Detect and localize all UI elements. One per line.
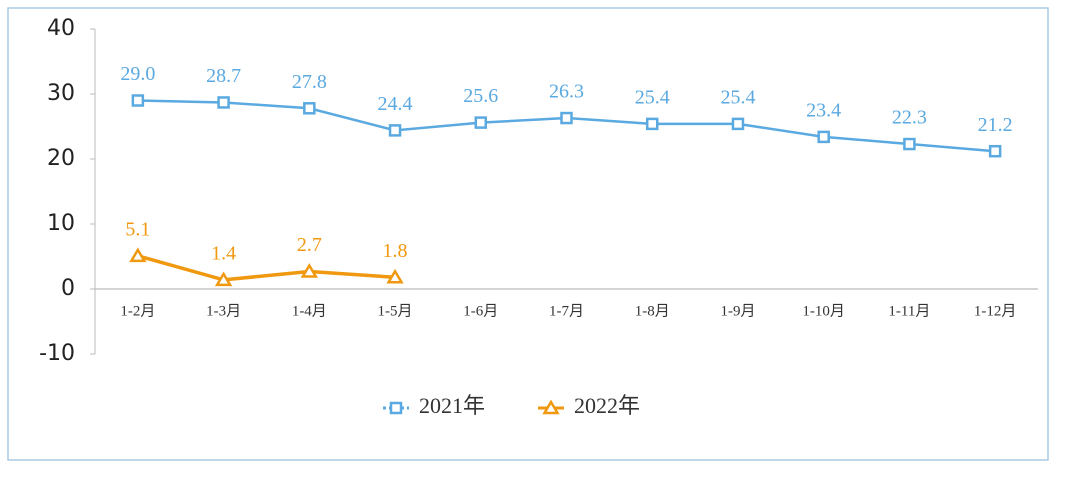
data-label: 21.2 xyxy=(978,114,1013,136)
point-marker xyxy=(645,117,659,131)
x-tick-label: 1-9月 xyxy=(720,303,755,319)
x-tick-label: 1-4月 xyxy=(292,303,327,319)
legend-label: 2022年 xyxy=(574,393,640,418)
x-tick-label: 1-7月 xyxy=(549,303,584,319)
legend-marker xyxy=(542,399,560,415)
x-tick-label: 1-2月 xyxy=(120,303,155,319)
series-line xyxy=(137,254,396,282)
data-label: 24.4 xyxy=(378,93,413,115)
data-label: 2.7 xyxy=(297,234,322,256)
data-label: 23.4 xyxy=(806,99,841,121)
data-label: 26.3 xyxy=(549,81,584,103)
y-tick-label: 10 xyxy=(47,211,75,236)
x-tick-label: 1-3月 xyxy=(206,303,241,319)
point-marker xyxy=(988,144,1002,158)
data-label: 27.8 xyxy=(292,71,327,93)
point-marker xyxy=(300,262,319,278)
legend-marker xyxy=(389,401,403,415)
data-label: 1.8 xyxy=(383,240,408,262)
x-tick-label: 1-8月 xyxy=(635,303,670,319)
point-marker xyxy=(386,268,404,284)
point-marker xyxy=(731,117,745,131)
point-marker xyxy=(131,94,145,107)
data-label: 29.0 xyxy=(120,63,155,85)
y-tick-label: -10 xyxy=(39,341,75,366)
point-marker xyxy=(129,247,147,263)
x-tick-label: 1-12月 xyxy=(974,303,1017,319)
point-marker xyxy=(303,102,316,115)
point-marker xyxy=(817,130,830,144)
data-label: 1.4 xyxy=(211,242,236,264)
data-label: 28.7 xyxy=(206,65,241,87)
point-marker xyxy=(903,137,916,151)
data-label: 5.1 xyxy=(125,218,150,240)
data-label: 25.6 xyxy=(463,85,498,107)
y-tick-label: 20 xyxy=(47,146,75,171)
point-marker xyxy=(214,271,233,287)
x-tick-label: 1-10月 xyxy=(802,303,845,319)
chart-frame xyxy=(7,7,1049,461)
legend-label: 2021年 xyxy=(419,393,485,418)
x-tick-label: 1-5月 xyxy=(378,303,413,319)
y-tick-label: 40 xyxy=(47,16,75,41)
data-label: 22.3 xyxy=(892,107,927,129)
point-marker xyxy=(560,111,573,125)
point-marker xyxy=(388,124,402,137)
point-marker xyxy=(474,116,488,129)
y-tick-label: 0 xyxy=(61,276,75,301)
x-tick-label: 1-6月 xyxy=(463,303,498,319)
y-tick-label: 30 xyxy=(47,81,75,106)
point-marker xyxy=(217,96,230,109)
data-label: 25.4 xyxy=(635,86,670,108)
x-tick-label: 1-11月 xyxy=(888,303,930,319)
data-label: 25.4 xyxy=(720,86,755,108)
